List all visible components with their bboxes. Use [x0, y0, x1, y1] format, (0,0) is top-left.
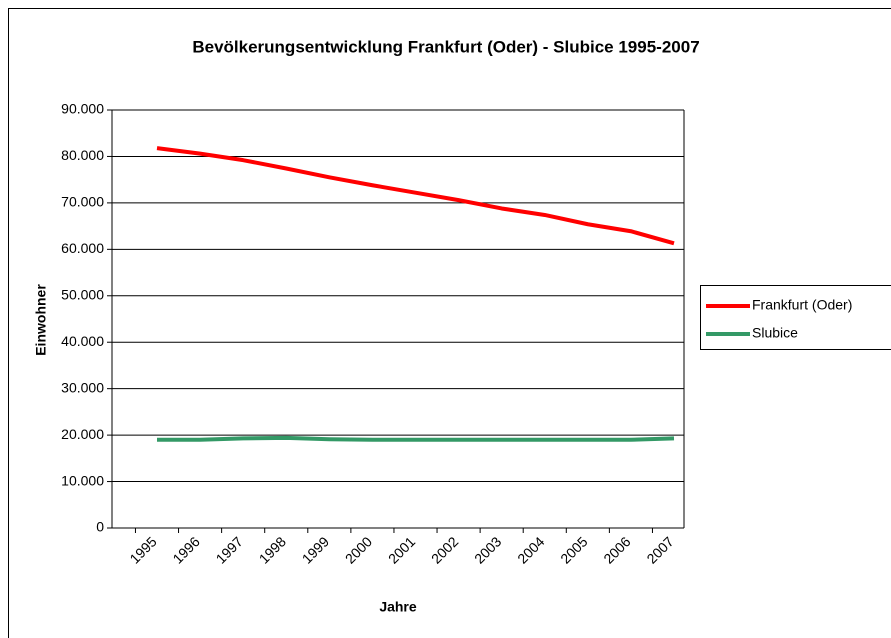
y-tick-label: 60.000 — [61, 240, 104, 256]
y-axis-title: Einwohner — [33, 284, 49, 356]
y-tick-label: 10.000 — [61, 472, 104, 488]
y-tick-label: 0 — [96, 519, 104, 535]
x-axis-title: Jahre — [379, 599, 417, 615]
legend-box — [700, 285, 891, 350]
y-tick-label: 70.000 — [61, 194, 104, 210]
y-tick-label: 80.000 — [61, 147, 104, 163]
legend-label: Frankfurt (Oder) — [752, 297, 852, 313]
y-tick-label: 40.000 — [61, 333, 104, 349]
y-tick-label: 30.000 — [61, 379, 104, 395]
legend-label: Slubice — [752, 325, 798, 341]
y-tick-label: 90.000 — [61, 101, 104, 117]
y-tick-label: 50.000 — [61, 286, 104, 302]
series-line — [156, 146, 675, 246]
series-line — [157, 435, 675, 442]
chart-title: Bevölkerungsentwicklung Frankfurt (Oder)… — [192, 37, 699, 56]
y-tick-label: 20.000 — [61, 426, 104, 442]
